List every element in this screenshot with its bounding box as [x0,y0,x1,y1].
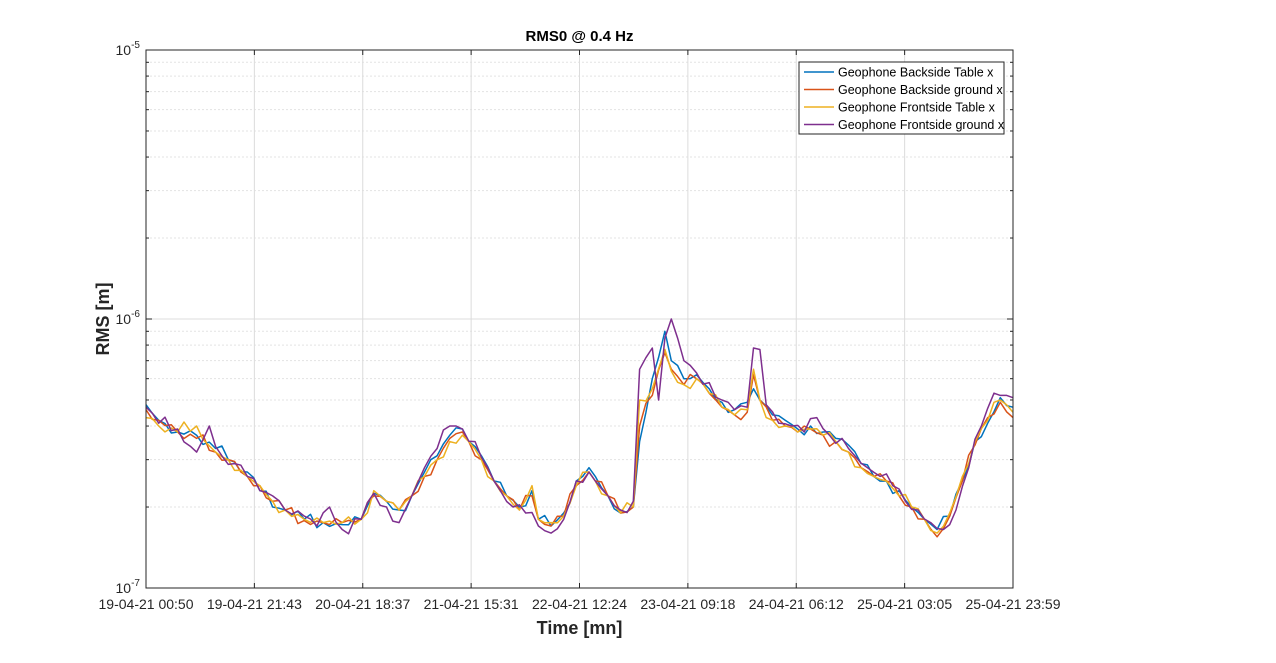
y-tick-label: 10-7 [116,578,141,596]
legend-box [798,61,1005,135]
legend-label: Geophone Backside ground x [838,83,1003,97]
legend: Geophone Backside Table x Geophone Backsi… [798,61,1005,135]
x-tick-label: 25-04-21 23:59 [966,596,1061,612]
x-tick-label: 21-04-21 15:31 [424,596,519,612]
x-tick-label: 22-04-21 12:24 [532,596,627,612]
series-line-4 [145,318,1014,535]
y-axis-label: RMS [m] [93,283,113,356]
legend-label: Geophone Backside Table x [838,66,994,80]
x-tick-label: 19-04-21 21:43 [207,596,302,612]
x-tick-label: 25-04-21 03:05 [857,596,952,612]
x-axis-label: Time [mn] [537,618,623,638]
series-line-2 [145,351,1014,538]
x-tick-label: 23-04-21 09:18 [640,596,735,612]
legend-label: Geophone Frontside ground x [838,118,1005,132]
chart-title: RMS0 @ 0.4 Hz [526,28,634,45]
x-tick-label: 19-04-21 00:50 [99,596,194,612]
series-line-3 [145,348,1014,534]
legend-label: Geophone Frontside Table x [838,101,996,115]
x-tick-label: 24-04-21 06:12 [749,596,844,612]
series-lines [145,318,1014,538]
y-tick-label: 10-5 [116,40,141,58]
x-tick-label: 20-04-21 18:37 [315,596,410,612]
y-tick-label: 10-6 [116,309,141,327]
ticks: 19-04-21 00:50 19-04-21 21:43 20-04-21 18:… [99,40,1061,612]
